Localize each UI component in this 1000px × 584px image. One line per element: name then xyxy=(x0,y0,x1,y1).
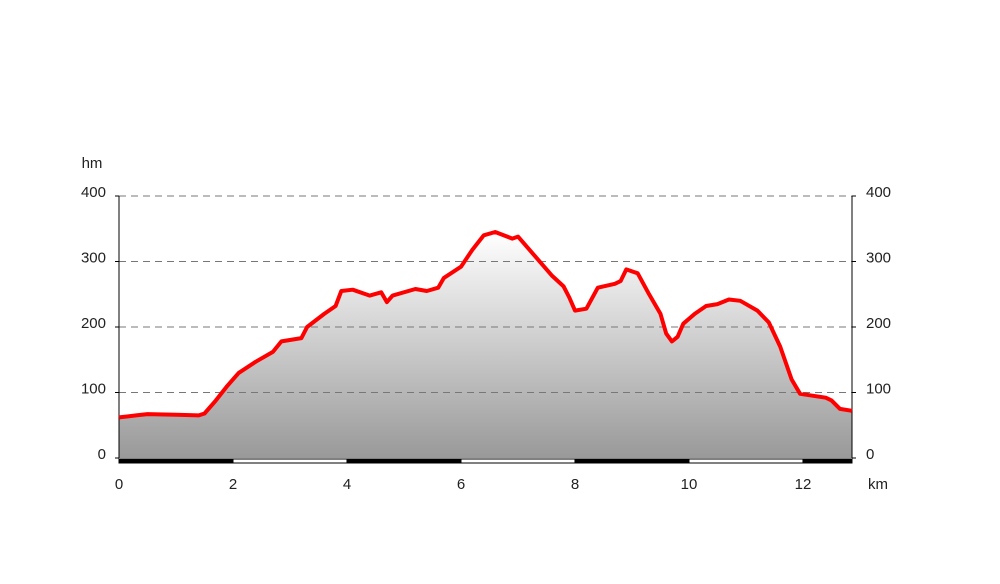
x-axis-segment xyxy=(688,458,804,464)
x-axis-segment xyxy=(232,458,348,464)
y-tick-label: 100 xyxy=(81,380,106,397)
y-tick-label: 0 xyxy=(98,446,106,463)
x-axis-label: km xyxy=(868,476,888,493)
x-axis-segment xyxy=(118,458,234,464)
y-tick-label: 300 xyxy=(81,249,106,266)
x-tick-label: 8 xyxy=(571,476,579,493)
x-tick-label: 6 xyxy=(457,476,465,493)
x-axis-segment xyxy=(460,458,576,464)
x-tick-label: 12 xyxy=(795,476,812,493)
y2-tick-label: 100 xyxy=(866,380,891,397)
y2-tick-label: 400 xyxy=(866,184,891,201)
x-axis-segment xyxy=(346,458,462,464)
y2-tick-label: 0 xyxy=(866,446,874,463)
x-tick-label: 0 xyxy=(115,476,123,493)
x-tick-label: 10 xyxy=(681,476,698,493)
area xyxy=(119,232,852,458)
x-tick-label: 4 xyxy=(343,476,351,493)
y-axis-label: hm xyxy=(82,155,103,172)
y2-tick-label: 200 xyxy=(866,315,891,332)
y-tick-label: 400 xyxy=(81,184,106,201)
x-tick-label: 2 xyxy=(229,476,237,493)
y2-tick-label: 300 xyxy=(866,249,891,266)
x-axis-segment xyxy=(802,458,853,464)
elevation-line xyxy=(118,230,853,420)
y-tick-label: 200 xyxy=(81,315,106,332)
x-axis-segment xyxy=(574,458,690,464)
